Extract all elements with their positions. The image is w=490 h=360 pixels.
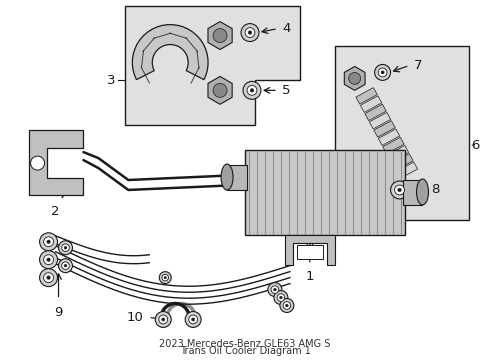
Polygon shape [396,162,417,179]
Circle shape [274,291,288,305]
Circle shape [268,283,282,297]
Polygon shape [125,6,300,125]
Circle shape [241,24,259,41]
Text: Trans Oil Cooler Diagram 1: Trans Oil Cooler Diagram 1 [179,346,311,356]
Circle shape [247,85,257,95]
Circle shape [271,286,279,293]
Circle shape [245,28,255,37]
Circle shape [280,298,294,312]
Text: 2: 2 [51,205,60,218]
Circle shape [64,264,67,267]
Circle shape [398,188,401,192]
Bar [227,165,247,190]
Circle shape [213,28,227,42]
Text: 5: 5 [282,84,291,97]
Bar [297,245,323,259]
Circle shape [273,288,276,291]
Circle shape [375,64,391,80]
Text: 1: 1 [306,270,314,283]
Circle shape [62,244,70,252]
Polygon shape [365,104,386,121]
Polygon shape [208,22,232,50]
Polygon shape [369,112,391,129]
Circle shape [30,156,45,170]
Circle shape [378,68,387,77]
Circle shape [250,89,254,92]
Circle shape [391,181,409,199]
Circle shape [279,296,282,299]
Circle shape [162,318,165,321]
Polygon shape [378,129,400,145]
Circle shape [248,31,252,34]
Circle shape [40,251,57,269]
Polygon shape [132,25,208,80]
Polygon shape [383,137,404,154]
Polygon shape [28,130,83,195]
Circle shape [64,246,67,249]
Polygon shape [356,87,377,104]
Text: 10: 10 [126,311,143,324]
Circle shape [213,84,227,97]
Circle shape [381,71,384,74]
Circle shape [349,72,361,84]
Circle shape [40,269,57,287]
Polygon shape [360,96,382,112]
Circle shape [155,311,171,328]
Polygon shape [387,145,409,162]
Circle shape [159,272,171,284]
Circle shape [58,241,73,255]
Circle shape [44,255,53,265]
Text: 2023 Mercedes-Benz GLE63 AMG S: 2023 Mercedes-Benz GLE63 AMG S [159,339,331,349]
Circle shape [286,304,288,307]
Ellipse shape [221,164,233,190]
Circle shape [277,294,285,301]
Circle shape [62,262,70,270]
Circle shape [185,311,201,328]
Circle shape [189,315,197,324]
Polygon shape [208,76,232,104]
Text: 6: 6 [471,139,479,152]
Polygon shape [344,67,365,90]
Circle shape [394,185,405,195]
Circle shape [47,258,50,261]
Polygon shape [374,121,395,137]
Circle shape [44,237,53,247]
Circle shape [283,302,291,309]
Text: 3: 3 [107,74,115,87]
Bar [403,180,422,205]
Text: 9: 9 [54,306,63,319]
Circle shape [44,273,53,283]
Circle shape [243,81,261,99]
Bar [335,45,469,220]
Circle shape [192,318,195,321]
Circle shape [162,274,169,281]
Circle shape [47,276,50,279]
Circle shape [40,233,57,251]
Circle shape [47,240,50,244]
Polygon shape [285,235,335,265]
Circle shape [58,259,73,273]
Circle shape [164,276,167,279]
Text: 4: 4 [282,22,290,35]
Text: 7: 7 [414,59,422,72]
Polygon shape [392,154,413,170]
Text: 8: 8 [432,184,440,197]
Circle shape [159,315,168,324]
Bar [245,150,405,235]
Ellipse shape [416,179,428,205]
